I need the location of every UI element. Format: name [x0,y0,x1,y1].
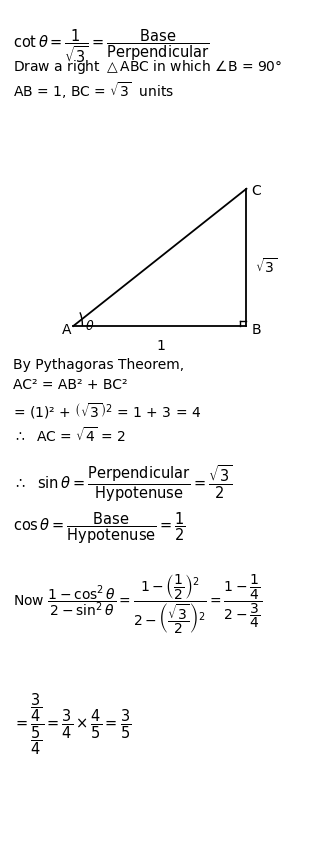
Text: $\cot \theta = \dfrac{1}{\sqrt{3}} = \dfrac{\mathrm{Base}}{\mathrm{Perpendicular: $\cot \theta = \dfrac{1}{\sqrt{3}} = \df… [13,27,210,65]
Text: A: A [62,323,71,337]
Text: Now $\dfrac{1-\cos^{2}\theta}{2-\sin^{2}\theta} = \dfrac{1-\left(\dfrac{1}{2}\ri: Now $\dfrac{1-\cos^{2}\theta}{2-\sin^{2}… [13,573,262,637]
Text: By Pythagoras Theorem,: By Pythagoras Theorem, [13,358,184,372]
Text: = (1)² + $\left(\sqrt{3}\right)^{2}$ = 1 + 3 = 4: = (1)² + $\left(\sqrt{3}\right)^{2}$ = 1… [13,402,201,421]
Text: $\sqrt{3}$: $\sqrt{3}$ [255,257,277,276]
Text: $\theta$: $\theta$ [85,319,94,333]
Text: B: B [251,323,261,337]
Text: $\therefore$  $\sin \theta = \dfrac{\mathrm{Perpendicular}}{\mathrm{Hypotenuse}}: $\therefore$ $\sin \theta = \dfrac{\math… [13,463,232,504]
Text: AB = 1, BC = $\sqrt{3}$  units: AB = 1, BC = $\sqrt{3}$ units [13,81,174,101]
Text: C: C [251,184,261,198]
Text: 1: 1 [157,339,166,353]
Text: Draw a right $\triangle$ABC in which $\angle$B = 90°: Draw a right $\triangle$ABC in which $\a… [13,58,283,76]
Text: AC² = AB² + BC²: AC² = AB² + BC² [13,378,128,391]
Text: $= \dfrac{\dfrac{3}{4}}{\dfrac{5}{4}} = \dfrac{3}{4} \times \dfrac{4}{5} = \dfra: $= \dfrac{\dfrac{3}{4}}{\dfrac{5}{4}} = … [13,692,132,758]
Text: $\cos \theta = \dfrac{\mathrm{Base}}{\mathrm{Hypotenuse}} = \dfrac{1}{2}$: $\cos \theta = \dfrac{\mathrm{Base}}{\ma… [13,511,186,546]
Text: $\therefore$  AC = $\sqrt{4}$ = 2: $\therefore$ AC = $\sqrt{4}$ = 2 [13,426,126,444]
